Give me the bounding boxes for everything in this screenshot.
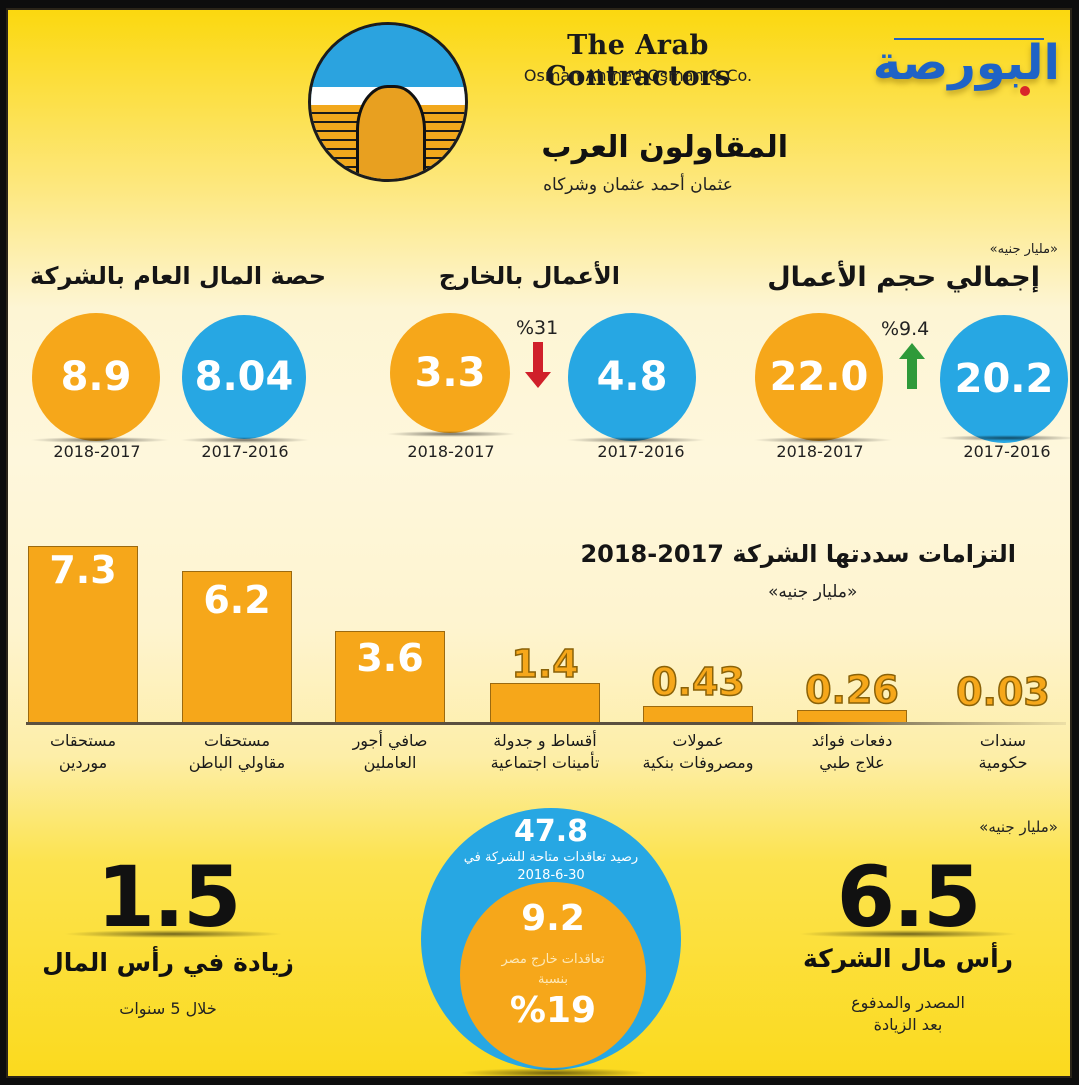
kpi-title-works-abroad: الأعمال بالخارج (438, 262, 620, 290)
kpi-period-current: 2018-2017 (776, 442, 864, 461)
kpi-circle-previous: 8.04 (182, 315, 306, 439)
red-dot-icon (1020, 86, 1030, 96)
infographic-frame: The Arab Contractors Osman Ahmed Osman &… (6, 8, 1072, 1078)
bar-wages (335, 631, 445, 722)
kpi-title-public-share: حصة المال العام بالشركة (29, 262, 326, 290)
kpi-period-current: 2018-2017 (407, 442, 495, 461)
arrow-up-icon (899, 343, 925, 389)
company-subtitle-ar: عثمان أحمد عثمان وشركاه (543, 175, 733, 195)
bar-label: عمولات ومصروفات بنكية (642, 731, 754, 772)
kpi-title-total-volume: إجمالي حجم الأعمال (767, 262, 1040, 293)
bar-subcontractors (182, 571, 292, 722)
backlog-total-label: رصيد تعاقدات متاحة للشركة في (463, 850, 639, 865)
bar-value: 6.2 (203, 578, 271, 622)
backlog-total-date: 2018-6-30 (517, 868, 585, 883)
chart-unit: «مليار جنيه» (768, 582, 858, 602)
backlog-abroad-label: تعاقدات خارج مصر (501, 952, 605, 967)
capital-label: رأس مال الشركة (802, 944, 1014, 973)
bar-suppliers (28, 546, 138, 722)
capital-sub: المصدر والمدفوع بعد الزيادة (851, 993, 965, 1034)
kpi-change-percent: %9.4 (881, 318, 930, 340)
kpi-period-current: 2018-2017 (53, 442, 141, 461)
kpi-period-previous: 2017-2016 (597, 442, 685, 461)
chart-baseline (26, 722, 1066, 725)
bar-bank-fees (643, 706, 753, 722)
kpi-period-previous: 2017-2016 (201, 442, 289, 461)
kpi-period-previous: 2017-2016 (963, 442, 1051, 461)
kpi-unit-note: «مليار جنيه» (989, 242, 1058, 257)
arrow-down-icon (525, 342, 551, 388)
bar-medical-interest (797, 710, 907, 722)
backlog-total-value: 47.8 (513, 814, 589, 849)
pulse-line-icon (894, 34, 1044, 40)
bar-value: 0.26 (804, 667, 899, 713)
bar-label: أقساط و جدولة تأمينات اجتماعية (490, 731, 600, 772)
capital-unit-note: «مليار جنيه» (979, 818, 1058, 836)
company-name-ar: المقاولون العرب (541, 130, 788, 165)
publisher-logo-text: البورصة (872, 35, 1060, 91)
kpi-circle-previous: 4.8 (568, 313, 696, 441)
backlog-share-label: بنسبة (537, 972, 569, 987)
bar-value: 0.03 (955, 669, 1050, 715)
capital-increase-value: 1.5 (96, 848, 242, 946)
kpi-circle-current: 3.3 (390, 313, 510, 433)
sphinx-logo-icon (308, 22, 468, 182)
bar-value: 7.3 (49, 548, 117, 592)
bar-value: 1.4 (511, 641, 580, 687)
kpi-circle-current: 22.0 (755, 313, 883, 441)
kpi-circle-previous: 20.2 (940, 315, 1068, 443)
backlog-abroad-circle (460, 882, 646, 1068)
bar-social-insurance (490, 683, 600, 722)
bar-value: 3.6 (356, 636, 424, 680)
kpi-change-percent: %31 (516, 317, 559, 339)
bar-label: صافي أجور العاملين (352, 731, 428, 772)
company-name-en: The Arab Contractors (545, 30, 731, 92)
publisher-logo: البورصة (872, 34, 1060, 104)
capital-value: 6.5 (836, 848, 982, 946)
chart-title: التزامات سددتها الشركة 2017-2018 (580, 540, 1016, 568)
capital-increase-sub: خلال 5 سنوات (119, 999, 217, 1018)
bar-label: مستحقات مقاولي الباطن (188, 731, 286, 772)
bar-label: سندات حكومية (978, 731, 1028, 772)
backlog-abroad-share: %19 (509, 990, 597, 1031)
company-subtitle-en: Osman Ahmed Osman & Co. (523, 66, 753, 85)
bar-label: مستحقات موردين (49, 731, 117, 772)
bar-value: 0.43 (650, 659, 745, 705)
capital-increase-label: زيادة في رأس المال (42, 948, 294, 977)
bar-label: دفعات فوائد علاج طبي (811, 731, 893, 772)
backlog-abroad-value: 9.2 (521, 898, 585, 939)
kpi-circle-current: 8.9 (32, 313, 160, 441)
